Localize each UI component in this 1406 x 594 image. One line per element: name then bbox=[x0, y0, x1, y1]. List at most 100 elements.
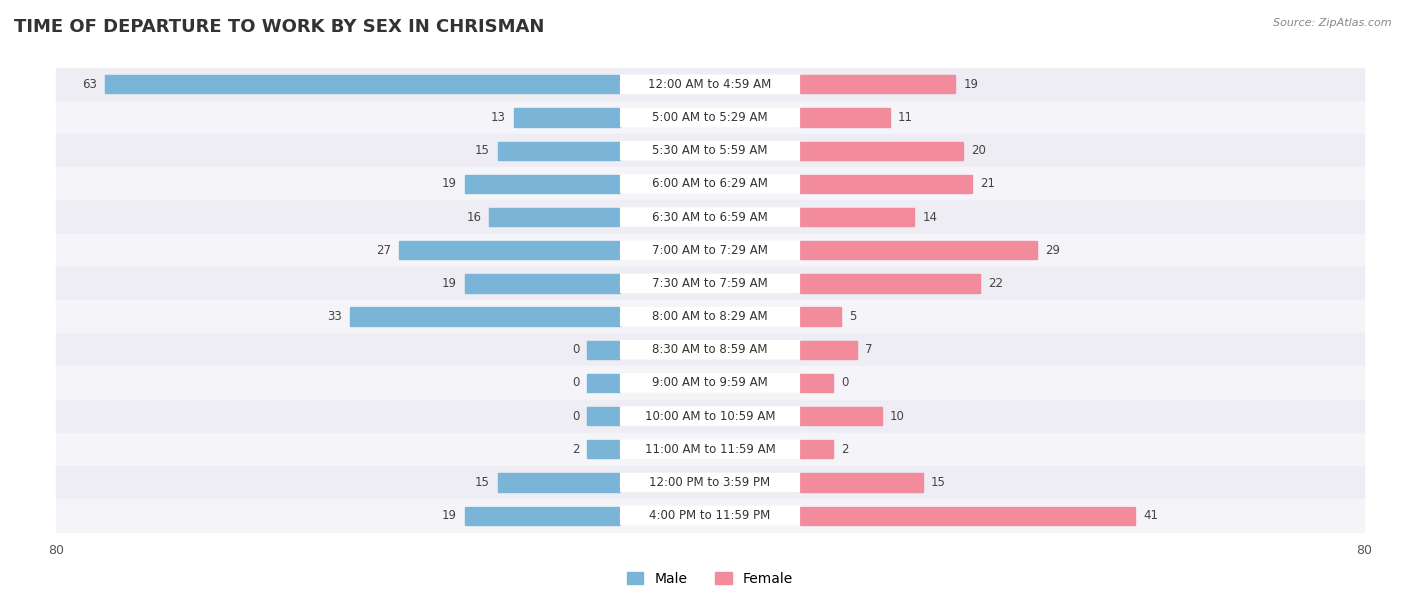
Bar bbox=[800, 308, 841, 326]
FancyBboxPatch shape bbox=[620, 241, 800, 260]
Text: 2: 2 bbox=[841, 443, 848, 456]
Text: 13: 13 bbox=[491, 111, 506, 124]
Text: 0: 0 bbox=[841, 377, 848, 390]
Bar bbox=[588, 340, 620, 359]
Bar bbox=[56, 68, 1364, 101]
Bar bbox=[56, 499, 1364, 532]
Text: 6:00 AM to 6:29 AM: 6:00 AM to 6:29 AM bbox=[652, 178, 768, 190]
Text: 19: 19 bbox=[441, 178, 457, 190]
Text: 7:30 AM to 7:59 AM: 7:30 AM to 7:59 AM bbox=[652, 277, 768, 290]
Text: 14: 14 bbox=[922, 210, 938, 223]
Bar bbox=[800, 274, 980, 292]
Bar bbox=[588, 374, 620, 392]
Bar bbox=[800, 108, 890, 127]
Text: 20: 20 bbox=[972, 144, 987, 157]
Text: 11:00 AM to 11:59 AM: 11:00 AM to 11:59 AM bbox=[645, 443, 775, 456]
Text: 12:00 AM to 4:59 AM: 12:00 AM to 4:59 AM bbox=[648, 78, 772, 91]
Text: TIME OF DEPARTURE TO WORK BY SEX IN CHRISMAN: TIME OF DEPARTURE TO WORK BY SEX IN CHRI… bbox=[14, 18, 544, 36]
Text: 9:00 AM to 9:59 AM: 9:00 AM to 9:59 AM bbox=[652, 377, 768, 390]
Bar bbox=[56, 333, 1364, 366]
FancyBboxPatch shape bbox=[620, 274, 800, 293]
Text: 11: 11 bbox=[898, 111, 912, 124]
Text: 7: 7 bbox=[865, 343, 873, 356]
Bar bbox=[105, 75, 620, 93]
Text: 33: 33 bbox=[328, 310, 342, 323]
Text: 10: 10 bbox=[890, 410, 904, 422]
Bar bbox=[56, 101, 1364, 134]
Text: 41: 41 bbox=[1143, 509, 1159, 522]
Bar bbox=[800, 473, 922, 492]
Text: 16: 16 bbox=[467, 210, 481, 223]
Text: 0: 0 bbox=[572, 343, 579, 356]
FancyBboxPatch shape bbox=[620, 473, 800, 492]
Text: 5: 5 bbox=[849, 310, 856, 323]
Text: 15: 15 bbox=[931, 476, 946, 489]
Bar bbox=[56, 400, 1364, 432]
Bar bbox=[465, 507, 620, 525]
Text: 19: 19 bbox=[963, 78, 979, 91]
Bar bbox=[465, 274, 620, 292]
Text: 4:00 PM to 11:59 PM: 4:00 PM to 11:59 PM bbox=[650, 509, 770, 522]
FancyBboxPatch shape bbox=[620, 74, 800, 94]
Text: 0: 0 bbox=[572, 410, 579, 422]
Text: 80: 80 bbox=[48, 544, 65, 557]
FancyBboxPatch shape bbox=[620, 307, 800, 326]
Bar bbox=[56, 432, 1364, 466]
Bar bbox=[800, 208, 914, 226]
Bar bbox=[588, 440, 620, 459]
Text: 2: 2 bbox=[572, 443, 579, 456]
Bar bbox=[800, 340, 858, 359]
Bar bbox=[800, 141, 963, 160]
Text: 6:30 AM to 6:59 AM: 6:30 AM to 6:59 AM bbox=[652, 210, 768, 223]
Bar bbox=[800, 75, 955, 93]
Text: 12:00 PM to 3:59 PM: 12:00 PM to 3:59 PM bbox=[650, 476, 770, 489]
Bar bbox=[800, 407, 882, 425]
FancyBboxPatch shape bbox=[620, 207, 800, 227]
Text: 29: 29 bbox=[1045, 244, 1060, 257]
Bar bbox=[56, 168, 1364, 200]
Bar bbox=[498, 141, 620, 160]
Bar bbox=[498, 473, 620, 492]
Bar bbox=[56, 366, 1364, 400]
Text: 5:30 AM to 5:59 AM: 5:30 AM to 5:59 AM bbox=[652, 144, 768, 157]
FancyBboxPatch shape bbox=[620, 174, 800, 194]
Bar bbox=[800, 175, 972, 193]
Text: 7:00 AM to 7:29 AM: 7:00 AM to 7:29 AM bbox=[652, 244, 768, 257]
Bar bbox=[350, 308, 620, 326]
Text: 63: 63 bbox=[82, 78, 97, 91]
Text: 10:00 AM to 10:59 AM: 10:00 AM to 10:59 AM bbox=[645, 410, 775, 422]
Bar bbox=[56, 233, 1364, 267]
Bar bbox=[800, 507, 1135, 525]
Bar bbox=[56, 300, 1364, 333]
FancyBboxPatch shape bbox=[620, 406, 800, 426]
Bar bbox=[56, 267, 1364, 300]
Text: 21: 21 bbox=[980, 178, 994, 190]
FancyBboxPatch shape bbox=[620, 108, 800, 127]
Bar bbox=[489, 208, 620, 226]
Bar bbox=[56, 134, 1364, 168]
Bar bbox=[465, 175, 620, 193]
Text: Source: ZipAtlas.com: Source: ZipAtlas.com bbox=[1274, 18, 1392, 28]
Legend: Male, Female: Male, Female bbox=[621, 566, 799, 592]
Text: 19: 19 bbox=[441, 277, 457, 290]
Text: 8:30 AM to 8:59 AM: 8:30 AM to 8:59 AM bbox=[652, 343, 768, 356]
FancyBboxPatch shape bbox=[620, 440, 800, 459]
FancyBboxPatch shape bbox=[620, 340, 800, 359]
Text: 15: 15 bbox=[474, 144, 489, 157]
Text: 5:00 AM to 5:29 AM: 5:00 AM to 5:29 AM bbox=[652, 111, 768, 124]
Bar bbox=[800, 241, 1038, 260]
Bar bbox=[56, 466, 1364, 499]
Bar bbox=[399, 241, 620, 260]
FancyBboxPatch shape bbox=[620, 373, 800, 393]
FancyBboxPatch shape bbox=[620, 141, 800, 160]
Text: 27: 27 bbox=[377, 244, 391, 257]
FancyBboxPatch shape bbox=[620, 506, 800, 526]
Text: 22: 22 bbox=[988, 277, 1002, 290]
Bar bbox=[800, 440, 832, 459]
Text: 0: 0 bbox=[572, 377, 579, 390]
Bar bbox=[56, 200, 1364, 233]
Text: 8:00 AM to 8:29 AM: 8:00 AM to 8:29 AM bbox=[652, 310, 768, 323]
Bar bbox=[588, 407, 620, 425]
Text: 80: 80 bbox=[1355, 544, 1372, 557]
Text: 19: 19 bbox=[441, 509, 457, 522]
